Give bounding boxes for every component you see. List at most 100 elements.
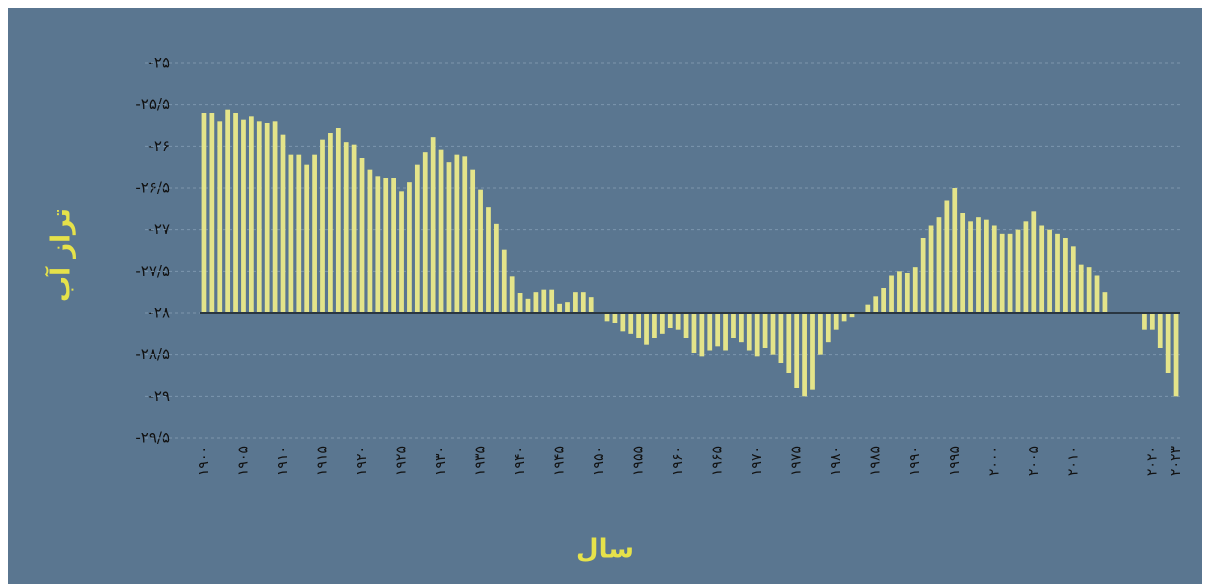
bar bbox=[233, 113, 238, 313]
x-tick-label: ۱۹۴۰ bbox=[512, 446, 528, 476]
bar bbox=[470, 169, 476, 313]
bar bbox=[312, 154, 317, 313]
bar bbox=[320, 139, 325, 313]
bar bbox=[746, 313, 752, 351]
x-tick-label: ۱۹۹۵ bbox=[947, 446, 963, 476]
bar bbox=[501, 249, 507, 313]
bar bbox=[533, 292, 539, 313]
bar bbox=[912, 267, 918, 313]
bar bbox=[414, 164, 420, 313]
x-axis-title: سال bbox=[576, 535, 634, 565]
bar bbox=[272, 121, 278, 313]
bar bbox=[770, 313, 776, 355]
bar bbox=[241, 119, 246, 314]
bar bbox=[256, 121, 262, 313]
bar bbox=[786, 313, 792, 373]
x-tick-label: ۲۰۲۳ bbox=[1168, 446, 1184, 477]
bar bbox=[288, 154, 294, 313]
bar bbox=[525, 298, 531, 313]
bar bbox=[999, 233, 1005, 313]
bar bbox=[960, 213, 966, 313]
x-tick-label: ۱۹۸۰ bbox=[828, 446, 844, 476]
x-tick-label: ۱۹۶۰ bbox=[670, 446, 686, 476]
x-tick-label: ۱۹۲۵ bbox=[394, 446, 410, 476]
bar bbox=[335, 128, 341, 313]
background bbox=[8, 8, 1202, 584]
bar bbox=[1157, 313, 1163, 348]
bar bbox=[683, 313, 689, 338]
bar bbox=[249, 116, 254, 313]
bar bbox=[976, 217, 981, 313]
bar bbox=[904, 273, 910, 313]
bar bbox=[573, 292, 578, 313]
bar bbox=[1094, 275, 1100, 313]
bar bbox=[920, 238, 926, 313]
bar bbox=[517, 293, 523, 313]
bar bbox=[652, 313, 657, 338]
bar bbox=[486, 207, 491, 313]
bar bbox=[225, 109, 231, 314]
bar bbox=[328, 133, 333, 313]
bar bbox=[1173, 313, 1179, 397]
bar bbox=[1070, 246, 1076, 313]
bar bbox=[438, 149, 444, 313]
bar bbox=[264, 123, 270, 313]
bar bbox=[351, 144, 357, 313]
x-tick-label: ۱۹۳۵ bbox=[473, 446, 489, 476]
bar bbox=[659, 313, 665, 334]
bar bbox=[936, 217, 942, 313]
bar bbox=[778, 313, 784, 363]
x-tick-label: ۱۹۱۰ bbox=[275, 446, 291, 476]
bar bbox=[462, 156, 468, 313]
bar bbox=[1165, 313, 1171, 373]
bar bbox=[494, 223, 499, 313]
bar bbox=[667, 313, 673, 328]
bar bbox=[1039, 225, 1045, 313]
bar bbox=[422, 152, 428, 313]
bar bbox=[636, 313, 641, 338]
bar bbox=[296, 154, 302, 313]
x-tick-label: ۱۹۴۵ bbox=[552, 446, 568, 476]
bar bbox=[304, 164, 310, 313]
bar bbox=[699, 313, 705, 357]
bar bbox=[343, 142, 349, 313]
bar bbox=[557, 303, 562, 313]
bar bbox=[1149, 313, 1155, 330]
x-tick-label: ۲۰۰۰ bbox=[986, 446, 1002, 476]
bar bbox=[1031, 211, 1037, 313]
bar bbox=[991, 225, 997, 313]
bar bbox=[1086, 267, 1092, 313]
bar bbox=[675, 313, 681, 330]
bar bbox=[849, 313, 855, 318]
bar bbox=[565, 302, 570, 313]
bar bbox=[217, 121, 223, 313]
x-tick-label: ۱۹۳۰ bbox=[433, 446, 449, 476]
bar bbox=[1007, 233, 1013, 313]
y-axis-title: تراز آب bbox=[45, 208, 77, 302]
bar bbox=[620, 313, 626, 332]
bar bbox=[754, 313, 760, 357]
bar bbox=[865, 304, 871, 313]
bar bbox=[391, 178, 396, 313]
x-tick-label: ۱۹۹۰ bbox=[907, 446, 923, 476]
bar bbox=[802, 313, 807, 397]
bar bbox=[628, 313, 634, 334]
x-tick-label: ۲۰۱۰ bbox=[1065, 446, 1081, 476]
x-tick-label: ۱۹۰۵ bbox=[235, 446, 251, 476]
bar bbox=[1102, 292, 1108, 313]
x-tick-label: ۱۹۷۰ bbox=[749, 446, 765, 476]
bar bbox=[1047, 229, 1052, 313]
bar bbox=[580, 292, 586, 313]
bar bbox=[1078, 264, 1084, 313]
bar bbox=[375, 176, 381, 313]
bar bbox=[1015, 229, 1021, 313]
bar bbox=[407, 182, 412, 313]
bar bbox=[889, 275, 894, 313]
bar bbox=[691, 313, 697, 353]
x-tick-label: ۱۹۸۵ bbox=[868, 446, 884, 476]
bar bbox=[762, 313, 768, 348]
bar bbox=[794, 313, 800, 388]
bar bbox=[280, 134, 286, 313]
bar bbox=[588, 297, 594, 313]
